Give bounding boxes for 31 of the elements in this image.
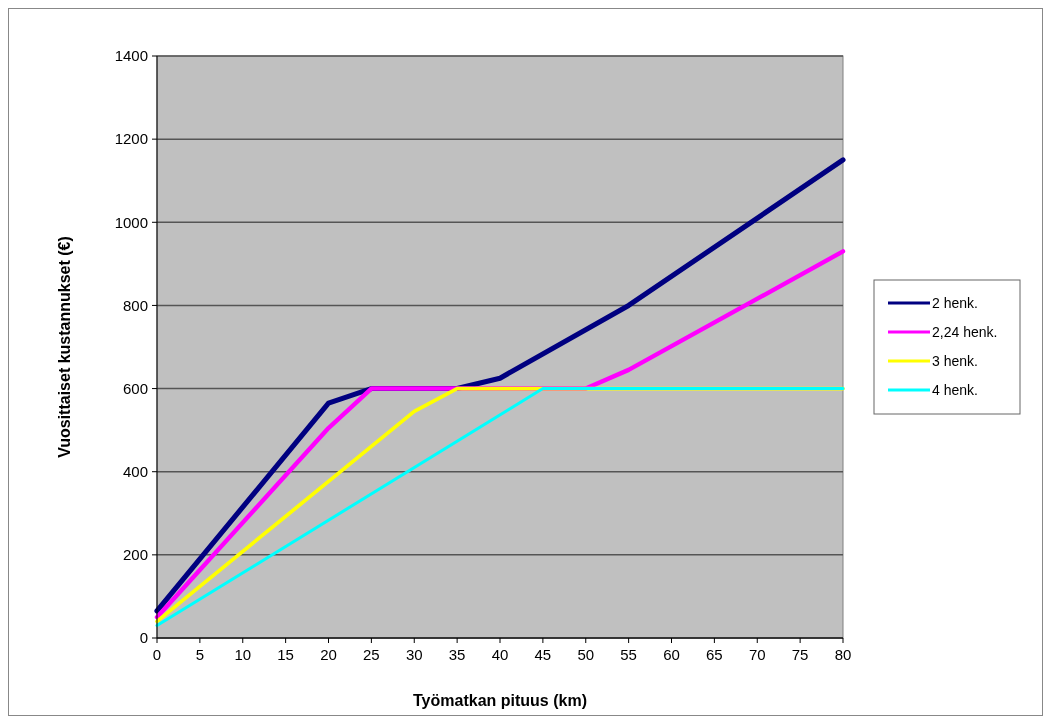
x-tick-label: 80 (834, 646, 852, 663)
legend-label: 4 henk. (932, 381, 978, 398)
x-tick-label: 75 (791, 646, 809, 663)
y-tick-label: 1000 (114, 213, 148, 231)
x-tick-label: 50 (577, 646, 595, 663)
y-axis-title: Vuosittaiset kustannukset (€) (56, 236, 73, 458)
x-tick-label: 40 (491, 646, 509, 663)
y-tick-label: 0 (139, 629, 148, 647)
x-axis-title: Työmatkan pituus (km) (413, 692, 587, 709)
x-tick-label: 0 (152, 646, 162, 663)
y-tick-label: 400 (122, 462, 148, 480)
legend-label: 2,24 henk. (932, 323, 998, 340)
x-tick-label: 30 (405, 646, 423, 663)
x-tick-label: 25 (363, 646, 380, 663)
y-tick-label: 1400 (114, 47, 148, 65)
y-tick-label: 1200 (114, 130, 148, 148)
x-tick-label: 35 (448, 646, 466, 663)
x-tick-label: 65 (706, 646, 723, 663)
x-tick-label: 60 (663, 646, 680, 663)
x-tick-label: 10 (234, 646, 252, 663)
y-tick-label: 600 (122, 379, 148, 397)
y-tick-label: 800 (122, 296, 148, 314)
x-tick-label: 45 (534, 646, 552, 663)
x-tick-label: 5 (195, 646, 205, 663)
x-tick-label: 70 (748, 646, 766, 663)
x-tick-label: 20 (320, 646, 337, 663)
y-tick-label: 200 (122, 546, 148, 564)
x-tick-label: 55 (620, 646, 637, 663)
x-tick-label: 15 (277, 646, 294, 663)
legend-label: 3 henk. (932, 352, 978, 369)
legend-label: 2 henk. (932, 294, 978, 311)
